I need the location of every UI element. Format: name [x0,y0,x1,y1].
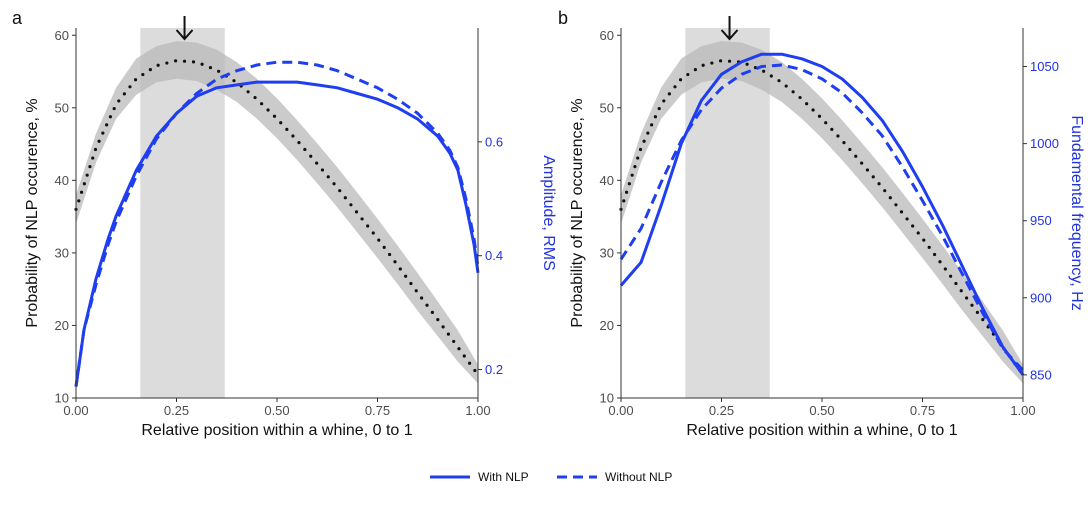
y-tick-label: 10 [600,391,614,406]
y-tick-label: 30 [55,245,69,260]
y2-tick-label: 950 [1030,213,1052,228]
y2-tick-label: 0.2 [485,362,503,377]
peak-arrow-head [175,29,194,41]
series-line-without-nlp [74,60,480,387]
y-axis-title: Probability of NLP occurence, % [24,98,41,327]
y-tick-label: 40 [600,173,614,188]
y2-tick-label: 1050 [1030,59,1059,74]
y-tick-label: 20 [600,318,614,333]
x-tick-label: 0.75 [365,403,390,418]
series-line-without-nlp [619,63,1025,372]
y2-axis-title: Fundamental frequency, Hz [1068,115,1085,310]
y2-axis-title: Amplitude, RMS [540,155,557,271]
y2-tick-label: 850 [1030,367,1052,382]
y2-tick-label: 1000 [1030,136,1059,151]
x-tick-label: 0.50 [809,403,834,418]
y-axis-title: Probability of NLP occurence, % [569,98,586,327]
nlp-confidence-ribbon [76,41,478,384]
x-tick-label: 0.00 [608,403,633,418]
y-tick-label: 50 [55,100,69,115]
y-tick-label: 50 [600,100,614,115]
x-tick-label: 0.25 [709,403,734,418]
y-tick-label: 60 [600,28,614,43]
x-axis-title: Relative position within a whine, 0 to 1 [686,422,957,439]
y2-tick-label: 0.4 [485,248,503,263]
x-axis-title: Relative position within a whine, 0 to 1 [141,422,412,439]
nlp-probability-line [74,58,480,377]
x-tick-label: 0.75 [910,403,935,418]
x-tick-label: 1.00 [465,403,490,418]
legend: With NLP Without NLP [430,470,672,484]
panel-letter: b [558,8,568,28]
highlight-band [685,28,770,398]
panel-b: 0.00 0.25 0.50 0.75 1.00 10 20 30 40 50 60 850 900 95… [558,8,1085,439]
y-tick-label: 60 [55,28,69,43]
y-tick-label: 20 [55,318,69,333]
y2-tick-label: 0.6 [485,134,503,149]
y2-tick-label: 900 [1030,290,1052,305]
x-tick-label: 0.50 [264,403,289,418]
x-tick-label: 1.00 [1010,403,1035,418]
panel-a: 0.00 0.25 0.50 0.75 1.00 10 20 30 40 50 60 0.2 0.4 0.… [12,8,557,439]
nlp-probability-line [619,58,1025,377]
y-tick-label: 40 [55,173,69,188]
x-tick-label: 0.25 [164,403,189,418]
series-line-with-nlp [74,80,480,387]
legend-label: With NLP [478,470,529,484]
y-tick-label: 30 [600,245,614,260]
y-tick-label: 10 [55,391,69,406]
x-tick-label: 0.00 [63,403,88,418]
nlp-confidence-ribbon [621,41,1023,384]
panel-letter: a [12,8,23,28]
legend-label: Without NLP [605,470,672,484]
peak-arrow-head [720,29,739,41]
